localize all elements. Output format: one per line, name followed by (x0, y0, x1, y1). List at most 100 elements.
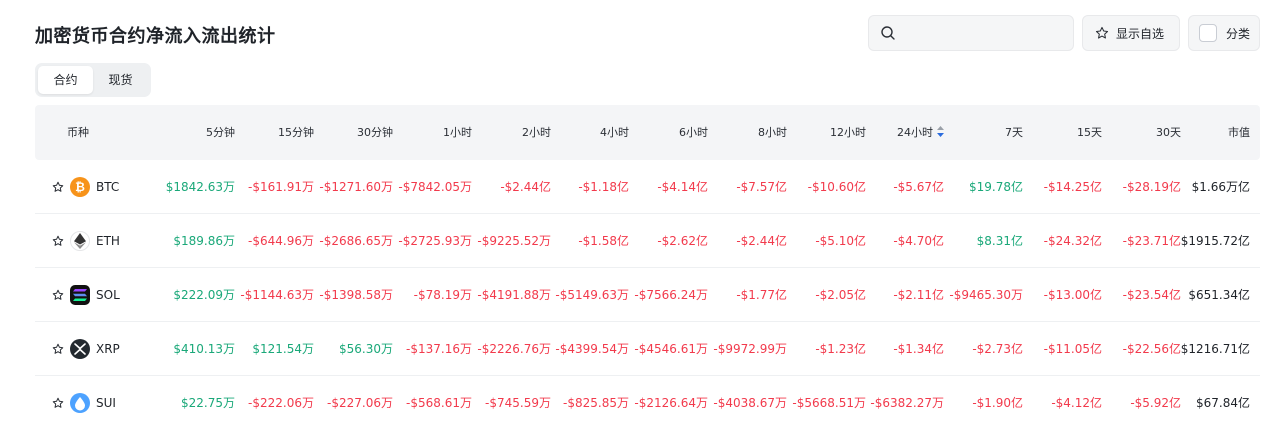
netflow-cell: -$5668.51万 (792, 396, 866, 410)
netflow-cell: -$4191.88万 (477, 288, 551, 302)
coin-symbol[interactable]: ETH (96, 234, 120, 248)
netflow-cell: -$4399.54万 (555, 342, 629, 356)
netflow-cell: -$1.90亿 (972, 396, 1023, 410)
netflow-cell: -$2.44亿 (500, 180, 551, 194)
netflow-cell: -$23.71亿 (1122, 234, 1181, 248)
column-header-3[interactable]: 30分钟 (357, 105, 393, 160)
netflow-cell: $222.09万 (173, 288, 235, 302)
column-header-9[interactable]: 12小时 (830, 105, 866, 160)
netflow-cell: -$4.12亿 (1051, 396, 1102, 410)
netflow-cell: $121.54万 (252, 342, 314, 356)
column-header-label: 6小时 (679, 126, 708, 139)
table-row[interactable]: XRP $410.13万 $121.54万 $56.30万 -$137.16万 -$222… (35, 322, 1260, 376)
coin-symbol[interactable]: XRP (96, 342, 120, 356)
favorite-star-icon[interactable] (52, 343, 64, 355)
column-header-7[interactable]: 6小时 (679, 105, 708, 160)
netflow-cell: $8.31亿 (976, 234, 1023, 248)
netflow-cell: -$78.19万 (413, 288, 472, 302)
table-row[interactable]: SOL $222.09万 -$1144.63万 -$1398.58万 -$78.19万 -… (35, 268, 1260, 322)
favorite-star-icon[interactable] (52, 181, 64, 193)
star-icon (1095, 26, 1109, 39)
coin-cell: SUI (52, 376, 116, 425)
market-cap-cell: $651.34亿 (1188, 288, 1250, 302)
netflow-cell: -$2.05亿 (815, 288, 866, 302)
netflow-cell: -$825.85万 (563, 396, 629, 410)
category-toggle[interactable]: 分类 (1188, 15, 1260, 51)
netflow-cell: $22.75万 (181, 396, 235, 410)
column-header-11[interactable]: 7天 (1005, 105, 1023, 160)
sui-icon (70, 393, 90, 413)
column-header-label: 5分钟 (206, 126, 235, 139)
netflow-cell: -$24.32亿 (1043, 234, 1102, 248)
column-header-5[interactable]: 2小时 (522, 105, 551, 160)
column-header-label: 30天 (1156, 126, 1181, 139)
netflow-cell: -$2725.93万 (398, 234, 472, 248)
netflow-cell: -$1144.63万 (240, 288, 314, 302)
netflow-cell: $1842.63万 (165, 180, 235, 194)
netflow-cell: -$28.19亿 (1122, 180, 1181, 194)
netflow-cell: -$5.92亿 (1130, 396, 1181, 410)
netflow-cell: -$1398.58万 (319, 288, 393, 302)
tab-futures[interactable]: 合约 (38, 66, 93, 94)
market-cap-cell: $1216.71亿 (1180, 342, 1250, 356)
column-header-12[interactable]: 15天 (1077, 105, 1102, 160)
column-header-6[interactable]: 4小时 (600, 105, 629, 160)
column-header-label: 2小时 (522, 126, 551, 139)
netflow-cell: -$568.61万 (406, 396, 472, 410)
column-header-label: 币种 (67, 126, 89, 139)
column-header-coin: 币种 (67, 105, 89, 160)
coin-symbol[interactable]: SOL (96, 288, 120, 302)
category-label: 分类 (1226, 26, 1251, 41)
favorite-star-icon[interactable] (52, 289, 64, 301)
netflow-cell: -$2.73亿 (972, 342, 1023, 356)
column-header-2[interactable]: 15分钟 (278, 105, 314, 160)
table-row[interactable]: SUI $22.75万 -$222.06万 -$227.06万 -$568.61万 -$7… (35, 376, 1260, 425)
market-cap-cell: $1.66万亿 (1191, 180, 1250, 194)
netflow-cell: -$1.58亿 (578, 234, 629, 248)
netflow-cell: -$9465.30万 (949, 288, 1023, 302)
favorite-star-icon[interactable] (52, 235, 64, 247)
netflow-cell: -$23.54亿 (1122, 288, 1181, 302)
netflow-cell: -$5149.63万 (555, 288, 629, 302)
column-header-8[interactable]: 8小时 (758, 105, 787, 160)
column-header-label: 市值 (1228, 126, 1250, 139)
netflow-cell: -$227.06万 (327, 396, 393, 410)
column-header-4[interactable]: 1小时 (443, 105, 472, 160)
column-header-label: 7天 (1005, 126, 1023, 139)
sort-icon[interactable] (937, 126, 944, 137)
ethereum-icon (70, 231, 90, 251)
show-favorites-button[interactable]: 显示自选 (1082, 15, 1180, 51)
table-row[interactable]: ETH $189.86万 -$644.96万 -$2686.65万 -$2725.93万… (35, 214, 1260, 268)
favorite-star-icon[interactable] (52, 397, 64, 409)
search-input[interactable] (903, 22, 1063, 44)
netflow-cell: -$5.10亿 (815, 234, 866, 248)
netflow-cell: -$2.11亿 (893, 288, 944, 302)
netflow-cell: -$2.62亿 (657, 234, 708, 248)
market-type-tabs: 合约 现货 (35, 63, 151, 97)
column-header-1[interactable]: 5分钟 (206, 105, 235, 160)
table-row[interactable]: ₿ BTC $1842.63万 -$161.91万 -$1271.60万 -$7842.0… (35, 160, 1260, 214)
netflow-cell: -$7566.24万 (634, 288, 708, 302)
solana-icon (70, 285, 90, 305)
netflow-cell: -$1.23亿 (815, 342, 866, 356)
coin-symbol[interactable]: BTC (96, 180, 120, 194)
netflow-cell: -$9972.99万 (713, 342, 787, 356)
netflow-cell: -$2126.64万 (634, 396, 708, 410)
netflow-cell: -$13.00亿 (1043, 288, 1102, 302)
column-header-label: 1小时 (443, 126, 472, 139)
netflow-cell: -$1.34亿 (893, 342, 944, 356)
column-header-label: 12小时 (830, 126, 866, 139)
category-checkbox[interactable] (1199, 24, 1217, 42)
netflow-cell: -$22.56亿 (1122, 342, 1181, 356)
netflow-cell: -$2.44亿 (736, 234, 787, 248)
tab-spot[interactable]: 现货 (108, 73, 133, 87)
column-header-13[interactable]: 30天 (1156, 105, 1181, 160)
search-box[interactable] (868, 15, 1074, 51)
netflow-cell: $56.30万 (339, 342, 393, 356)
xrp-icon (70, 339, 90, 359)
netflow-cell: -$222.06万 (248, 396, 314, 410)
netflow-cell: -$745.59万 (485, 396, 551, 410)
coin-symbol[interactable]: SUI (96, 396, 116, 410)
column-header-10[interactable]: 24小时 (897, 105, 944, 160)
column-header-14[interactable]: 市值 (1228, 105, 1250, 160)
